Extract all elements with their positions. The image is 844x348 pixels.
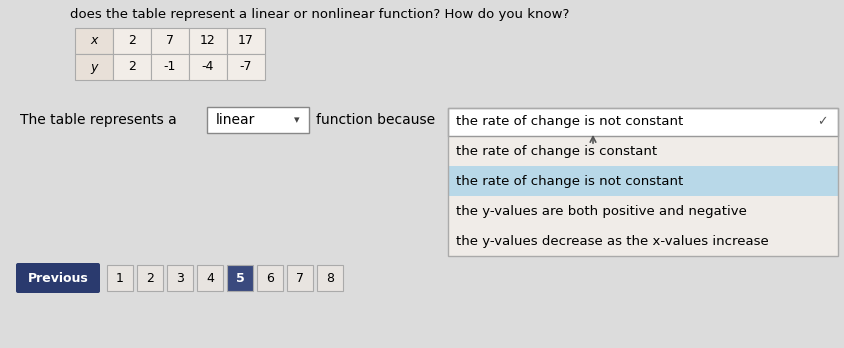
FancyBboxPatch shape <box>447 166 837 196</box>
FancyBboxPatch shape <box>447 136 837 256</box>
Text: 12: 12 <box>200 34 215 47</box>
Text: the y-values are both positive and negative: the y-values are both positive and negat… <box>456 205 746 218</box>
Text: the rate of change is constant: the rate of change is constant <box>456 144 657 158</box>
Text: ▾: ▾ <box>294 115 300 125</box>
FancyBboxPatch shape <box>287 265 312 291</box>
Text: the rate of change is not constant: the rate of change is not constant <box>456 174 683 188</box>
Text: ✓: ✓ <box>816 116 827 128</box>
FancyBboxPatch shape <box>189 54 227 80</box>
FancyBboxPatch shape <box>107 265 133 291</box>
FancyBboxPatch shape <box>197 265 223 291</box>
Text: 3: 3 <box>176 271 184 285</box>
FancyBboxPatch shape <box>16 263 100 293</box>
Text: 1: 1 <box>116 271 124 285</box>
Text: 2: 2 <box>128 34 136 47</box>
FancyBboxPatch shape <box>316 265 343 291</box>
Text: 8: 8 <box>326 271 333 285</box>
Text: 7: 7 <box>165 34 174 47</box>
Text: the y-values decrease as the x-values increase: the y-values decrease as the x-values in… <box>456 235 768 247</box>
FancyBboxPatch shape <box>75 28 113 54</box>
FancyBboxPatch shape <box>227 54 265 80</box>
Text: 6: 6 <box>266 271 273 285</box>
Text: function because: function because <box>316 113 435 127</box>
Text: 2: 2 <box>146 271 154 285</box>
FancyBboxPatch shape <box>167 265 192 291</box>
FancyBboxPatch shape <box>257 265 283 291</box>
FancyBboxPatch shape <box>113 28 151 54</box>
Text: -7: -7 <box>240 61 252 73</box>
FancyBboxPatch shape <box>447 108 837 136</box>
FancyBboxPatch shape <box>189 28 227 54</box>
Text: x: x <box>90 34 98 47</box>
Text: 2: 2 <box>128 61 136 73</box>
Text: Previous: Previous <box>28 271 89 285</box>
FancyBboxPatch shape <box>227 265 252 291</box>
Text: 4: 4 <box>206 271 214 285</box>
Text: y: y <box>90 61 98 73</box>
FancyBboxPatch shape <box>113 54 151 80</box>
FancyBboxPatch shape <box>227 28 265 54</box>
Text: does the table represent a linear or nonlinear function? How do you know?: does the table represent a linear or non… <box>70 8 569 21</box>
Text: -4: -4 <box>202 61 214 73</box>
FancyBboxPatch shape <box>151 28 189 54</box>
Text: The table represents a: The table represents a <box>20 113 176 127</box>
Text: linear: linear <box>216 113 255 127</box>
Text: 7: 7 <box>295 271 304 285</box>
FancyBboxPatch shape <box>137 265 163 291</box>
Text: 5: 5 <box>235 271 244 285</box>
Text: 17: 17 <box>238 34 254 47</box>
FancyBboxPatch shape <box>75 54 113 80</box>
Text: the rate of change is not constant: the rate of change is not constant <box>456 116 683 128</box>
Text: -1: -1 <box>164 61 176 73</box>
FancyBboxPatch shape <box>207 107 309 133</box>
FancyBboxPatch shape <box>151 54 189 80</box>
